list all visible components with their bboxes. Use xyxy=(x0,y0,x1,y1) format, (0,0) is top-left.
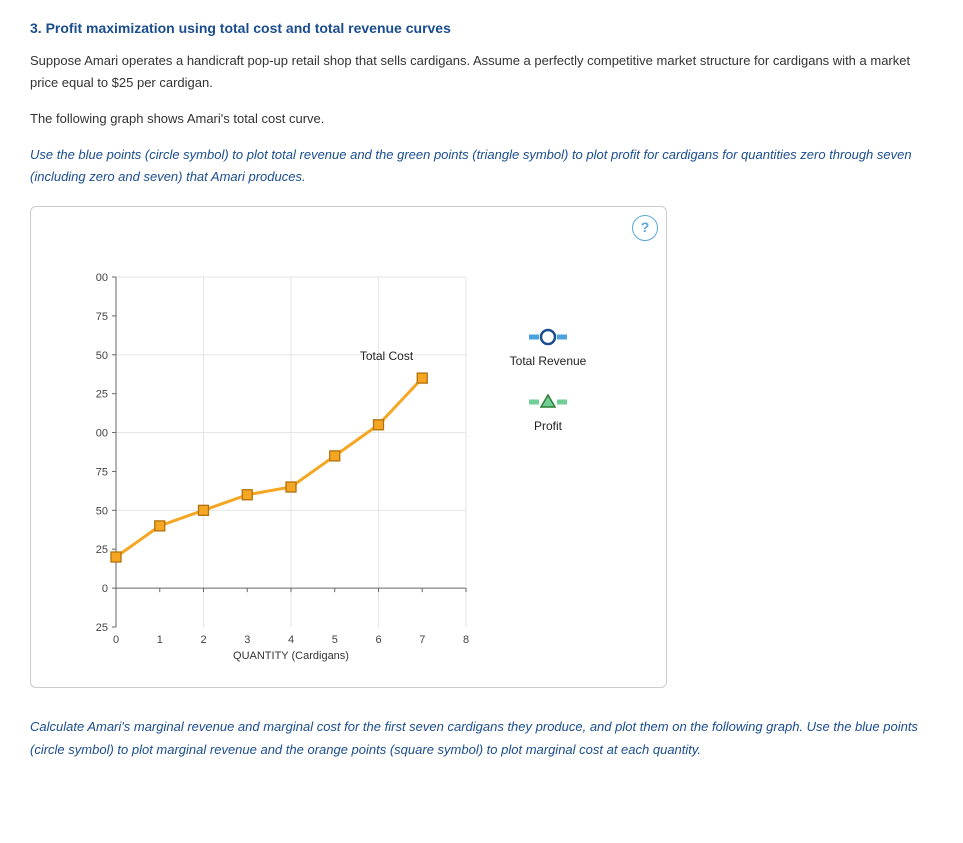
total-cost-marker[interactable] xyxy=(374,420,384,430)
y-tick-label: 100 xyxy=(96,428,108,440)
cost-revenue-chart[interactable]: TOTAL COST AND REVENUE (Dollars) -250255… xyxy=(96,267,656,677)
instruction-plot-mr-mc: Calculate Amari's marginal revenue and m… xyxy=(30,716,933,760)
paragraph-intro: Suppose Amari operates a handicraft pop-… xyxy=(30,50,933,94)
y-tick-label: 200 xyxy=(96,272,108,284)
y-tick-label: -25 xyxy=(96,622,108,634)
y-tick-label: 50 xyxy=(96,506,108,518)
chart-container: ? TOTAL COST AND REVENUE (Dollars) -2502… xyxy=(30,206,667,688)
section-title: 3. Profit maximization using total cost … xyxy=(30,20,933,36)
paragraph-graph-lead: The following graph shows Amari's total … xyxy=(30,108,933,130)
y-tick-label: 25 xyxy=(96,545,108,557)
total-cost-marker[interactable] xyxy=(242,490,252,500)
total-cost-series-label: Total Cost xyxy=(360,350,414,364)
legend-profit[interactable]: Profit xyxy=(529,395,567,433)
help-icon[interactable]: ? xyxy=(632,215,658,241)
x-tick-label: 8 xyxy=(463,634,469,646)
x-tick-label: 4 xyxy=(288,634,294,646)
y-tick-label: 75 xyxy=(96,467,108,479)
y-tick-label: 175 xyxy=(96,311,108,323)
x-tick-label: 6 xyxy=(375,634,381,646)
total-cost-marker[interactable] xyxy=(330,451,340,461)
x-tick-label: 1 xyxy=(157,634,163,646)
instruction-plot-tr-profit: Use the blue points (circle symbol) to p… xyxy=(30,144,933,188)
x-axis-title: QUANTITY (Cardigans) xyxy=(233,650,349,662)
x-tick-label: 2 xyxy=(200,634,206,646)
x-tick-label: 3 xyxy=(244,634,250,646)
total-cost-marker[interactable] xyxy=(199,506,209,516)
legend-total-revenue-label: Total Revenue xyxy=(510,354,587,368)
y-tick-label: 0 xyxy=(102,584,108,596)
legend-total-revenue[interactable]: Total Revenue xyxy=(510,330,587,368)
total-cost-marker[interactable] xyxy=(417,374,427,384)
x-tick-label: 0 xyxy=(113,634,119,646)
total-cost-marker[interactable] xyxy=(111,552,121,562)
y-tick-label: 125 xyxy=(96,389,108,401)
legend-profit-label: Profit xyxy=(534,419,563,433)
total-cost-marker[interactable] xyxy=(286,482,296,492)
x-tick-label: 5 xyxy=(332,634,338,646)
x-tick-label: 7 xyxy=(419,634,425,646)
total-cost-marker[interactable] xyxy=(155,521,165,531)
y-tick-label: 150 xyxy=(96,350,108,362)
